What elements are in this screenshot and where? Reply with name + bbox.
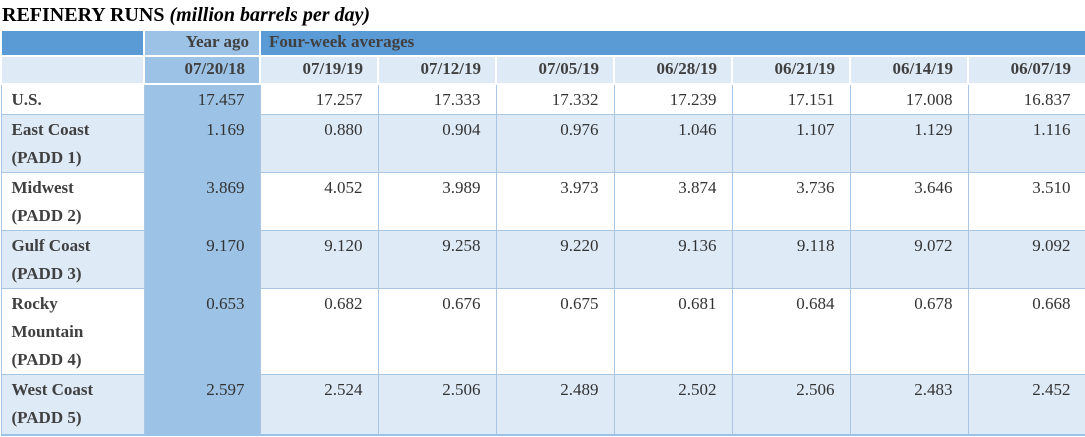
value-cell: 1.129 [849, 114, 969, 173]
value-cell: 17.151 [731, 83, 851, 115]
value-cell: 2.489 [495, 374, 615, 435]
value-cell: 3.510 [967, 172, 1085, 231]
value-cell: 2.452 [967, 374, 1085, 435]
title-main: REFINERY RUNS [2, 4, 165, 26]
value-cell: 2.506 [377, 374, 497, 435]
row-label-cell: East Coast (PADD 1) [0, 114, 145, 173]
value-cell: 0.976 [495, 114, 615, 173]
value-cell: 9.092 [967, 230, 1085, 289]
table-row-gulf-coast: Gulf Coast (PADD 3) 9.170 9.120 9.258 9.… [0, 230, 1085, 289]
date-header-cell: 06/21/19 [731, 55, 851, 85]
year-ago-header-cell: Year ago [143, 29, 261, 57]
value-cell: 1.046 [613, 114, 733, 173]
date-header-cell: 07/12/19 [377, 55, 497, 85]
row-label-cell: Midwest (PADD 2) [0, 172, 145, 231]
value-cell: 1.116 [967, 114, 1085, 173]
value-cell: 3.736 [731, 172, 851, 231]
value-cell: 9.120 [259, 230, 379, 289]
table-row-east-coast: East Coast (PADD 1) 1.169 0.880 0.904 0.… [0, 114, 1085, 173]
year-ago-value-cell: 1.169 [143, 114, 261, 173]
value-cell: 2.524 [259, 374, 379, 435]
row-label-cell: Rocky Mountain (PADD 4) [0, 288, 145, 375]
value-cell: 0.904 [377, 114, 497, 173]
value-cell: 9.118 [731, 230, 851, 289]
value-cell: 2.506 [731, 374, 851, 435]
value-cell: 0.684 [731, 288, 851, 375]
corner-cell [0, 29, 145, 57]
date-header-cell: 06/07/19 [966, 55, 1085, 85]
row-label-cell: West Coast (PADD 5) [0, 374, 145, 435]
row-label-cell: Gulf Coast (PADD 3) [0, 230, 145, 289]
table-row-west-coast: West Coast (PADD 5) 2.597 2.524 2.506 2.… [0, 374, 1085, 435]
value-cell: 3.973 [495, 172, 615, 231]
value-cell: 9.072 [849, 230, 969, 289]
value-cell: 17.257 [259, 83, 379, 115]
value-cell: 17.333 [377, 83, 497, 115]
value-cell: 17.008 [849, 83, 969, 115]
value-cell: 4.052 [259, 172, 379, 231]
year-ago-value-cell: 0.653 [143, 288, 261, 375]
value-cell: 17.332 [495, 83, 615, 115]
refinery-runs-table: Year ago Four-week averages 07/20/18 07/… [0, 29, 1085, 436]
date-header-cell: 07/19/19 [259, 55, 379, 85]
title-unit: (million barrels per day) [169, 4, 371, 26]
value-cell: 9.136 [613, 230, 733, 289]
value-cell: 2.502 [613, 374, 733, 435]
date-header-row: 07/20/18 07/19/19 07/12/19 07/05/19 06/2… [0, 55, 1085, 85]
year-ago-value-cell: 17.457 [143, 84, 261, 115]
date-header-cell: 07/05/19 [495, 55, 615, 85]
page-title: REFINERY RUNS (million barrels per day) [0, 0, 1085, 29]
value-cell: 9.258 [377, 230, 497, 289]
year-ago-value-cell: 9.170 [143, 230, 261, 289]
year-ago-date-cell: 07/20/18 [143, 55, 261, 85]
value-cell: 0.676 [377, 288, 497, 375]
value-cell: 3.874 [613, 172, 733, 231]
value-cell: 1.107 [731, 114, 851, 173]
year-ago-value-cell: 3.869 [143, 172, 261, 231]
year-ago-value-cell: 2.597 [143, 374, 261, 435]
value-cell: 16.837 [967, 83, 1085, 115]
value-cell: 0.668 [967, 288, 1085, 375]
value-cell: 0.681 [613, 288, 733, 375]
value-cell: 0.678 [849, 288, 969, 375]
value-cell: 0.675 [495, 288, 615, 375]
date-header-cell: 06/14/19 [849, 55, 969, 85]
table-row-midwest: Midwest (PADD 2) 3.869 4.052 3.989 3.973… [0, 172, 1085, 231]
value-cell: 3.989 [377, 172, 497, 231]
value-cell: 3.646 [849, 172, 969, 231]
value-cell: 0.682 [259, 288, 379, 375]
value-cell: 0.880 [259, 114, 379, 173]
value-cell: 2.483 [849, 374, 969, 435]
date-corner-cell [0, 55, 145, 85]
value-cell: 9.220 [495, 230, 615, 289]
table-row-rocky-mountain: Rocky Mountain (PADD 4) 0.653 0.682 0.67… [0, 288, 1085, 375]
header-group-row: Year ago Four-week averages [0, 29, 1085, 57]
four-week-averages-header-cell: Four-week averages [258, 29, 1085, 57]
row-label-cell: U.S. [0, 83, 145, 115]
table-row-us: U.S. 17.457 17.257 17.333 17.332 17.239 … [0, 83, 1085, 115]
date-header-cell: 06/28/19 [613, 55, 733, 85]
value-cell: 17.239 [613, 83, 733, 115]
